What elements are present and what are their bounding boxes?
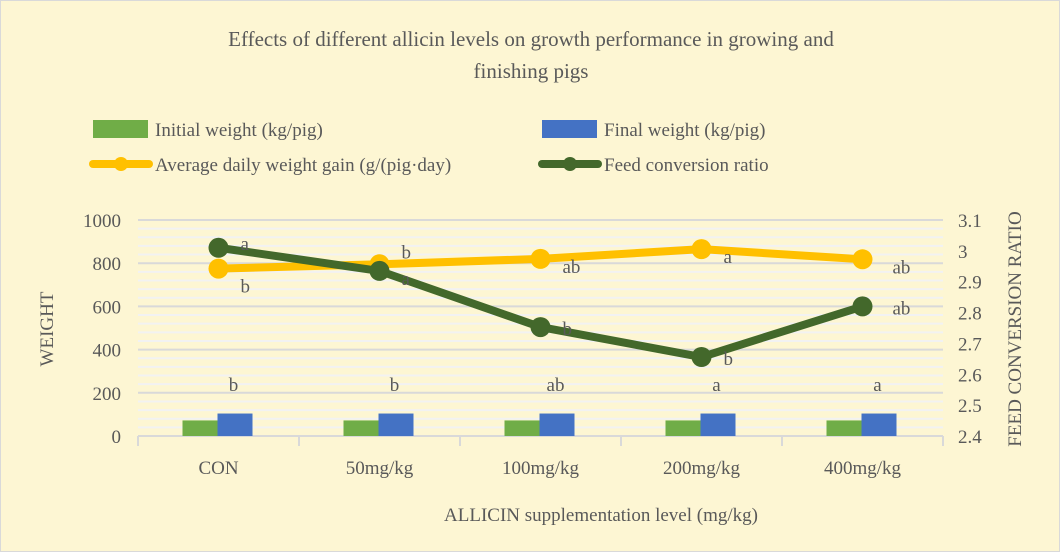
- fcr-marker: [691, 347, 712, 368]
- chart-title-line-2: finishing pigs: [474, 59, 589, 83]
- legend-label: Initial weight (kg/pig): [155, 120, 323, 141]
- adg-marker: [691, 239, 712, 260]
- y2-tick-label: 2.8: [958, 304, 982, 325]
- legend-label: Average daily weight gain (g/(pig·day): [155, 155, 451, 176]
- y2-tick-label: 2.5: [958, 396, 982, 417]
- fcr-significance-label: a: [402, 269, 411, 290]
- adg-marker: [208, 258, 229, 279]
- fcr-marker: [208, 237, 229, 258]
- fcr-marker: [852, 296, 873, 317]
- legend-label: Feed conversion ratio: [604, 155, 769, 176]
- final-weight-significance-label: a: [712, 375, 721, 396]
- adg-significance-label: b: [402, 242, 412, 263]
- fcr-significance-label: ab: [893, 298, 911, 319]
- legend-swatch-final-weight: [542, 120, 597, 138]
- fcr-marker: [369, 260, 390, 281]
- y-tick-label: 200: [93, 384, 122, 405]
- x-tick-label: 100mg/kg: [502, 458, 580, 479]
- adg-significance-label: ab: [893, 257, 911, 278]
- x-tick-label: 200mg/kg: [663, 458, 741, 479]
- axes: CON 50mg/kg 100mg/kg 200mg/kg 400mg/kg 0 200 40…: [83, 211, 982, 479]
- fcr-significance-label: b: [724, 349, 734, 370]
- y2-axis-title: FEED CONVERSION RATIO: [1005, 211, 1026, 446]
- bar-final-weight: [539, 413, 575, 436]
- bar-initial-weight: [343, 420, 379, 436]
- bar-initial-weight: [504, 420, 540, 436]
- x-tick-label: CON: [198, 458, 238, 479]
- chart-title-line-1: Effects of different allicin levels on g…: [228, 27, 834, 51]
- y-tick-label: 0: [112, 427, 122, 448]
- legend-label: Final weight (kg/pig): [604, 120, 765, 141]
- bar-initial-weight: [182, 420, 218, 436]
- bar-final-weight: [217, 413, 253, 436]
- legend-swatch-initial-weight: [93, 120, 148, 138]
- final-weight-significance-label: ab: [547, 375, 565, 396]
- final-weight-significance-label: b: [229, 375, 239, 396]
- final-weight-significance-label: a: [873, 375, 882, 396]
- y-tick-label: 400: [93, 341, 122, 362]
- y-tick-label: 800: [93, 254, 122, 275]
- adg-significance-label: ab: [563, 257, 581, 278]
- final-weight-significance-label: b: [390, 375, 400, 396]
- fcr-marker: [530, 317, 551, 338]
- bar-final-weight: [700, 413, 736, 436]
- y2-tick-label: 2.9: [958, 273, 982, 294]
- bar-final-weight: [378, 413, 414, 436]
- y2-tick-label: 3.1: [958, 211, 982, 232]
- chart-title: Effects of different allicin levels on g…: [228, 27, 834, 83]
- legend-marker-adg: [114, 157, 128, 171]
- y2-tick-label: 2.4: [958, 427, 982, 448]
- x-tick-label: 400mg/kg: [824, 458, 902, 479]
- gridlines: [138, 219, 943, 437]
- bar-initial-weight: [826, 420, 862, 436]
- fcr-significance-label: a: [241, 234, 250, 255]
- legend-marker-fcr: [563, 157, 577, 171]
- line-series: [208, 237, 873, 368]
- bar-series: [182, 413, 897, 436]
- x-axis-title: ALLICIN supplementation level (mg/kg): [444, 505, 758, 526]
- fcr-significance-label: b: [563, 319, 573, 340]
- y-tick-label: 600: [93, 297, 122, 318]
- adg-significance-label: b: [241, 277, 251, 298]
- y-tick-label: 1000: [83, 211, 121, 232]
- y2-tick-label: 2.6: [958, 365, 982, 386]
- legend: Initial weight (kg/pig) Final weight (kg/…: [89, 120, 769, 176]
- adg-marker: [852, 249, 873, 270]
- bar-initial-weight: [665, 420, 701, 436]
- y2-tick-label: 2.7: [958, 334, 982, 355]
- y-axis-title: WEIGHT: [37, 291, 58, 366]
- adg-marker: [530, 248, 551, 269]
- adg-significance-label: a: [724, 247, 733, 268]
- y2-tick-label: 3: [958, 242, 968, 263]
- bar-final-weight: [861, 413, 897, 436]
- x-tick-label: 50mg/kg: [346, 458, 414, 479]
